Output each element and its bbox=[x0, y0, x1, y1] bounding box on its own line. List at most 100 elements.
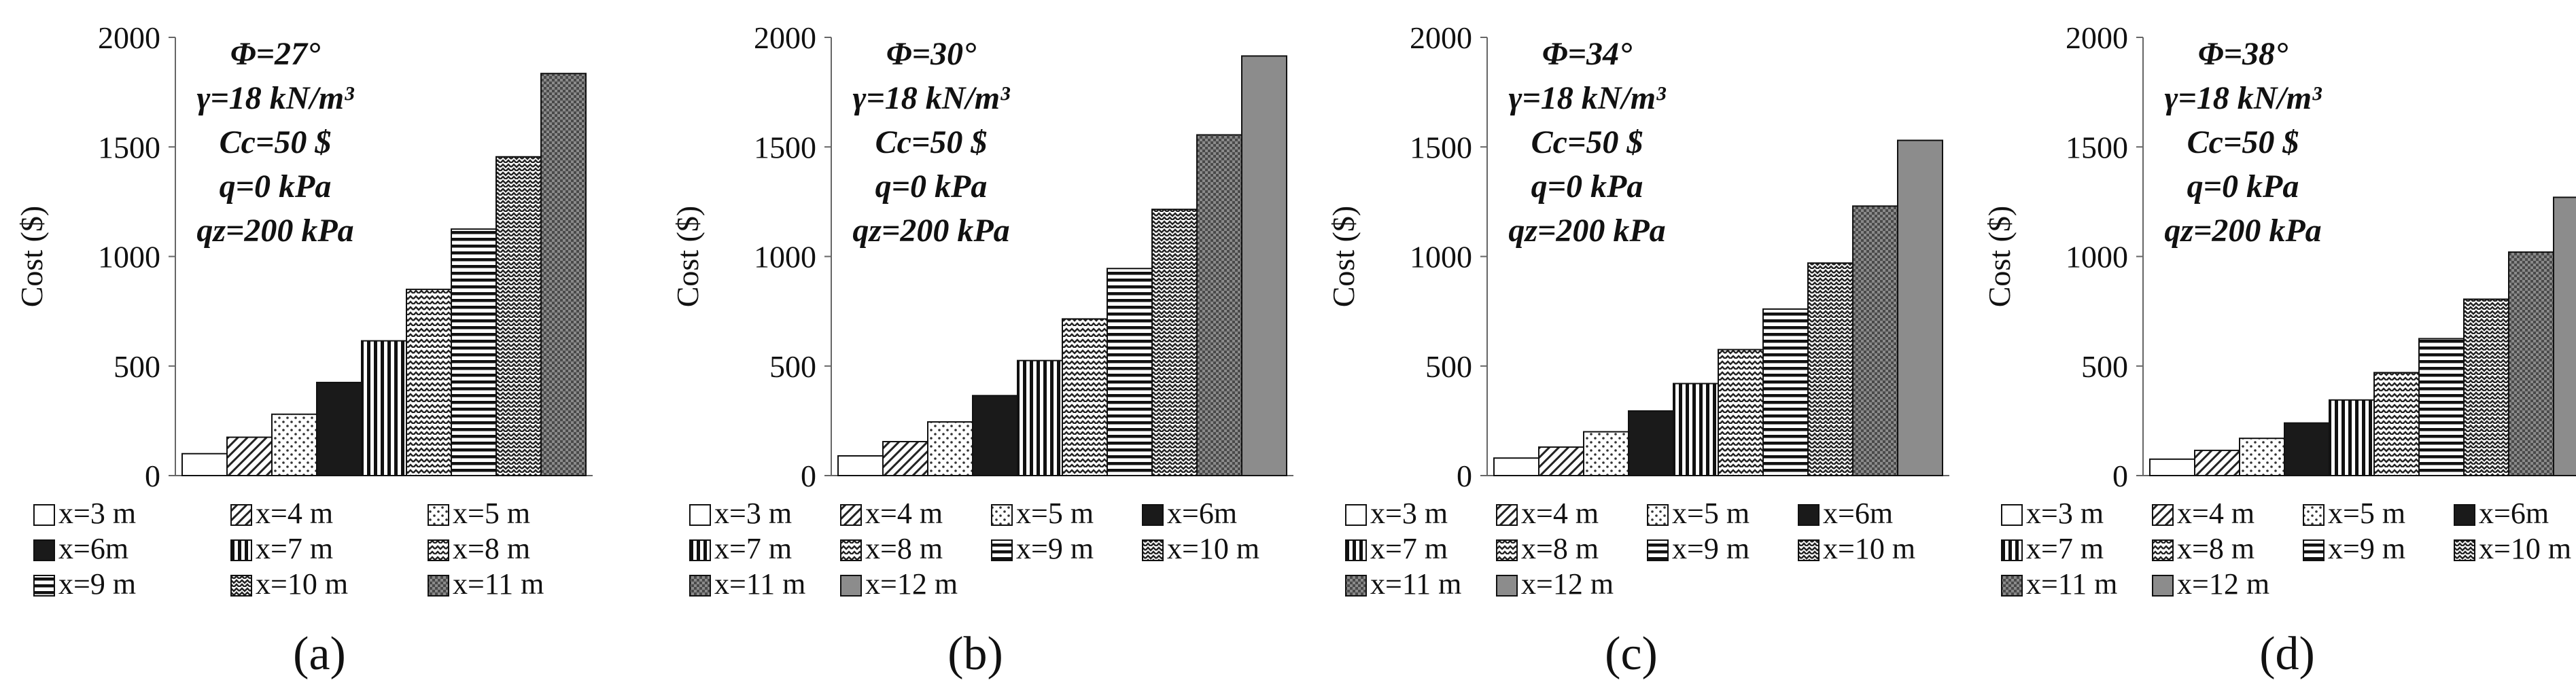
legend-swatch bbox=[2454, 539, 2475, 561]
annotation-line: q=0 kPa bbox=[2187, 168, 2299, 205]
legend-swatch bbox=[1647, 504, 1669, 526]
legend-swatch bbox=[840, 504, 862, 526]
chart-panel: Cost ($) 0 500 1000 1500 2000 Φ=30° γ=18 kN/m³ C… bbox=[670, 20, 1293, 680]
legend-entry: x=9 m bbox=[58, 567, 136, 601]
bar bbox=[1852, 205, 1898, 476]
legend-swatch bbox=[1496, 575, 1518, 597]
legend-entry: x=12 m bbox=[1521, 567, 1614, 601]
legend-entry: x=7 m bbox=[1370, 532, 1448, 565]
legend-entry: x=9 m bbox=[1672, 532, 1750, 565]
legend-swatch bbox=[689, 504, 711, 526]
bar bbox=[1538, 446, 1584, 477]
legend-swatch bbox=[2454, 504, 2475, 526]
bar bbox=[1673, 383, 1719, 476]
y-tick-label: 500 bbox=[2081, 349, 2128, 384]
legend-entry: x=8 m bbox=[453, 532, 530, 565]
annotation-line: Φ=27° bbox=[230, 36, 320, 72]
legend-entry: x=4 m bbox=[2177, 497, 2255, 530]
legend-swatch bbox=[33, 539, 55, 561]
y-tick-label: 1000 bbox=[2066, 240, 2128, 274]
legend-swatch bbox=[1142, 504, 1164, 526]
annotation-line: γ=18 kN/m³ bbox=[852, 80, 1010, 116]
bar bbox=[1062, 318, 1108, 476]
legend-swatch bbox=[1496, 539, 1518, 561]
bar bbox=[406, 288, 452, 476]
legend-swatch bbox=[2152, 504, 2174, 526]
legend-swatch bbox=[991, 539, 1013, 561]
legend-entry: x=8 m bbox=[1521, 532, 1599, 565]
annotation-line: qz=200 kPa bbox=[196, 213, 353, 249]
y-tick-label: 0 bbox=[801, 459, 816, 493]
legend-swatch bbox=[428, 504, 449, 526]
bar bbox=[271, 413, 317, 477]
bar bbox=[2508, 251, 2554, 476]
legend-swatch bbox=[2001, 539, 2023, 561]
legend-entry: x=5 m bbox=[453, 497, 530, 530]
y-tick-label: 0 bbox=[2112, 459, 2128, 493]
legend-swatch bbox=[33, 575, 55, 597]
bar bbox=[2553, 196, 2576, 476]
bar bbox=[2284, 422, 2330, 476]
legend-entry: x=7 m bbox=[2026, 532, 2104, 565]
bar bbox=[2194, 449, 2240, 476]
annotation-line: qz=200 kPa bbox=[1508, 213, 1665, 249]
legend-swatch bbox=[991, 504, 1013, 526]
y-tick-label: 1500 bbox=[2066, 130, 2128, 164]
legend-swatch bbox=[1798, 539, 1820, 561]
legend-swatch bbox=[2303, 504, 2325, 526]
bar bbox=[2463, 298, 2509, 476]
legend-entry: x=11 m bbox=[453, 567, 544, 601]
legend-entry: x=10 m bbox=[2479, 532, 2571, 565]
bar bbox=[1017, 359, 1063, 476]
panel-label: (c) bbox=[1605, 628, 1658, 680]
annotation-line: qz=200 kPa bbox=[852, 213, 1009, 249]
legend-entry: x=5 m bbox=[1016, 497, 1094, 530]
annotation-line: Cc=50 $ bbox=[875, 124, 988, 160]
legend-swatch bbox=[689, 539, 711, 561]
bar bbox=[226, 436, 273, 476]
legend-swatch bbox=[1647, 539, 1669, 561]
bar bbox=[837, 455, 884, 476]
y-tick-label: 2000 bbox=[1410, 20, 1472, 55]
legend-swatch bbox=[2152, 575, 2174, 597]
legend-swatch bbox=[230, 504, 252, 526]
legend-swatch bbox=[840, 575, 862, 597]
bar bbox=[361, 340, 407, 476]
legend-entry: x=3 m bbox=[58, 497, 136, 530]
legend-swatch bbox=[1345, 539, 1367, 561]
legend-swatch bbox=[1142, 539, 1164, 561]
y-tick-label: 0 bbox=[145, 459, 160, 493]
legend-entry: x=10 m bbox=[1823, 532, 1915, 565]
y-tick-label: 2000 bbox=[2066, 20, 2128, 55]
legend-swatch bbox=[2152, 539, 2174, 561]
legend-entry: x=3 m bbox=[2026, 497, 2104, 530]
annotation-line: γ=18 kN/m³ bbox=[1508, 80, 1666, 116]
legend-swatch bbox=[428, 575, 449, 597]
bar bbox=[927, 421, 973, 476]
legend-swatch bbox=[2001, 504, 2023, 526]
annotation-line: γ=18 kN/m³ bbox=[196, 80, 354, 116]
legend-entry: x=7 m bbox=[256, 532, 333, 565]
legend-swatch bbox=[1345, 575, 1367, 597]
legend-swatch bbox=[230, 575, 252, 597]
chart-panel: Cost ($) 0 500 1000 1500 2000 Φ=38° γ=18 kN/m³ C… bbox=[1982, 20, 2576, 680]
legend-entry: x=12 m bbox=[865, 567, 958, 601]
y-tick-label: 2000 bbox=[754, 20, 816, 55]
legend-entry: x=10 m bbox=[256, 567, 348, 601]
y-tick-label: 500 bbox=[769, 349, 816, 384]
legend-entry: x=5 m bbox=[1672, 497, 1750, 530]
y-tick-label: 2000 bbox=[98, 20, 160, 55]
bar bbox=[2149, 458, 2195, 476]
panel-label: (d) bbox=[2259, 628, 2315, 680]
bar bbox=[495, 156, 542, 476]
legend-swatch bbox=[33, 504, 55, 526]
legend-swatch bbox=[689, 575, 711, 597]
y-axis-label: Cost ($) bbox=[670, 206, 705, 308]
bar bbox=[2329, 399, 2375, 476]
annotation-line: q=0 kPa bbox=[220, 168, 332, 205]
bar bbox=[1897, 139, 1943, 476]
y-tick-label: 1000 bbox=[1410, 240, 1472, 274]
y-tick-label: 1000 bbox=[98, 240, 160, 274]
y-tick-label: 0 bbox=[1457, 459, 1472, 493]
